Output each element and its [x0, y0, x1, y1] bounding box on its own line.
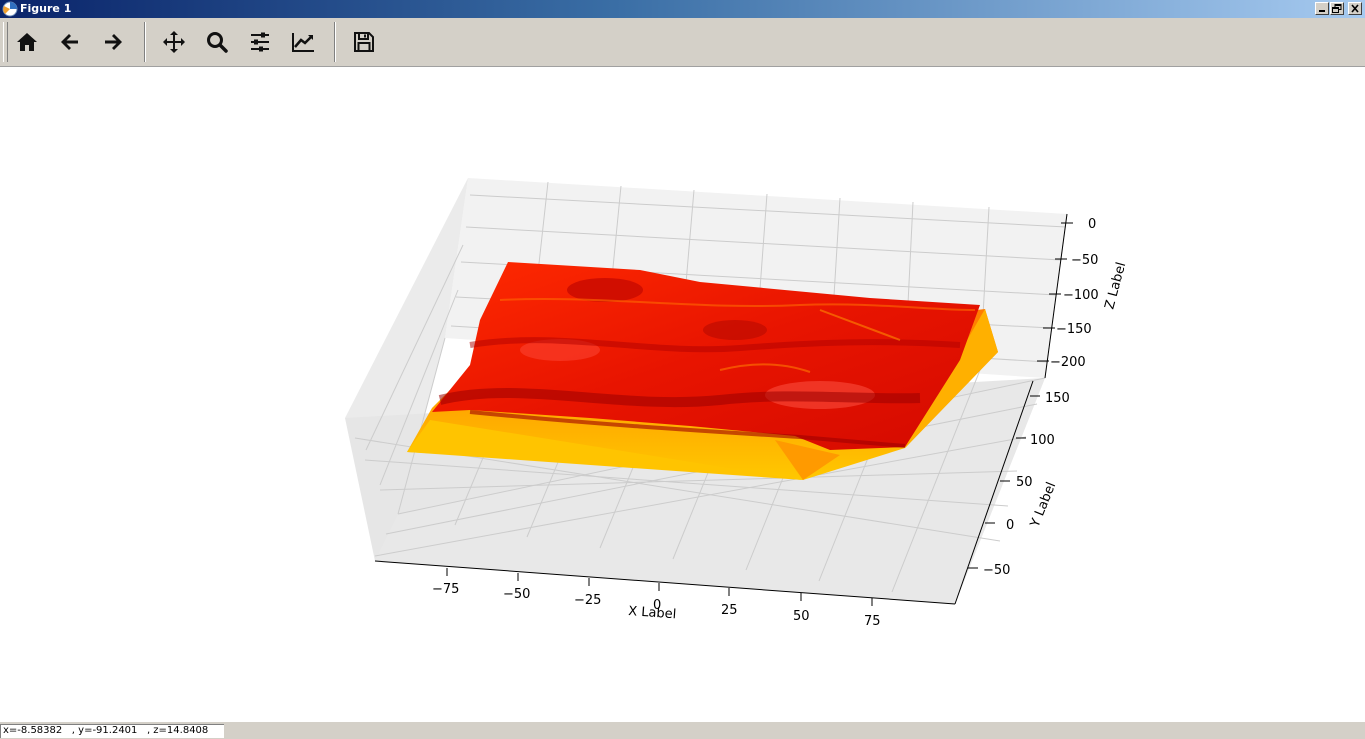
restore-button[interactable] — [1330, 2, 1344, 15]
app-icon — [2, 1, 18, 17]
save-button[interactable] — [347, 25, 381, 59]
figure-canvas[interactable]: 0 −50 −100 −150 −200 Z Label 150 100 50 … — [0, 67, 1365, 722]
minimize-button[interactable] — [1315, 2, 1329, 15]
arrow-right-icon — [105, 34, 122, 50]
pan-button[interactable] — [157, 25, 191, 59]
close-icon — [1351, 4, 1359, 13]
z-tick-label: 0 — [1088, 217, 1096, 232]
forward-button[interactable] — [96, 25, 130, 59]
sliders-icon — [251, 32, 269, 52]
z-tick-label: −50 — [1071, 253, 1098, 268]
surface-texture — [438, 278, 976, 448]
x-tick-label: −25 — [574, 593, 601, 608]
x-tick-label: 75 — [864, 614, 881, 629]
edit-axes-button[interactable] — [286, 25, 320, 59]
home-button[interactable] — [10, 25, 44, 59]
z-tick-label: −200 — [1050, 355, 1086, 370]
x-tick-label: 0 — [653, 598, 661, 613]
x-tick-label: −75 — [432, 582, 459, 597]
axis-lines — [374, 213, 1068, 605]
y-tick-label: 50 — [1016, 475, 1033, 490]
toolbar-separator — [334, 22, 336, 62]
y-tick-label: 0 — [1006, 518, 1014, 533]
z-axis-label: Z Label — [1102, 261, 1129, 311]
home-icon — [17, 33, 37, 51]
y-tick-label: 150 — [1045, 391, 1070, 406]
cursor-coordinates: x=-8.58382 , y=-91.2401 , z=14.8408 — [0, 724, 224, 738]
toolbar-grip[interactable] — [3, 22, 8, 62]
x-tick-label: 25 — [721, 603, 738, 618]
3d-surface-plot[interactable]: 0 −50 −100 −150 −200 Z Label 150 100 50 … — [0, 67, 1365, 722]
x-tick-label: 50 — [793, 609, 810, 624]
y-tick-label: −50 — [983, 563, 1010, 578]
back-button[interactable] — [53, 25, 87, 59]
minimize-icon — [1319, 10, 1325, 12]
configure-subplots-button[interactable] — [243, 25, 277, 59]
title-bar: Figure 1 — [0, 0, 1365, 18]
search-icon — [207, 32, 228, 53]
surface-side-front — [407, 420, 803, 480]
close-button[interactable] — [1348, 2, 1362, 15]
surface-side-spike — [775, 440, 840, 480]
y-tick-label: 100 — [1030, 433, 1055, 448]
zoom-button[interactable] — [200, 25, 234, 59]
restore-icon — [1332, 4, 1342, 13]
surface-side-right — [905, 309, 998, 448]
status-bar: x=-8.58382 , y=-91.2401 , z=14.8408 — [0, 722, 1365, 739]
navigation-toolbar — [0, 18, 1365, 67]
x-axis: −75 −50 −25 0 25 50 75 X Label — [432, 568, 881, 629]
window-title: Figure 1 — [20, 2, 72, 15]
x-axis-label: X Label — [628, 604, 677, 622]
arrow-left-icon — [61, 34, 78, 50]
toolbar-separator — [144, 22, 146, 62]
x-tick-label: −50 — [503, 587, 530, 602]
z-tick-label: −100 — [1063, 288, 1099, 303]
move-icon — [163, 31, 185, 53]
chart-line-icon — [292, 33, 314, 52]
z-tick-label: −150 — [1056, 322, 1092, 337]
save-icon — [354, 32, 374, 52]
